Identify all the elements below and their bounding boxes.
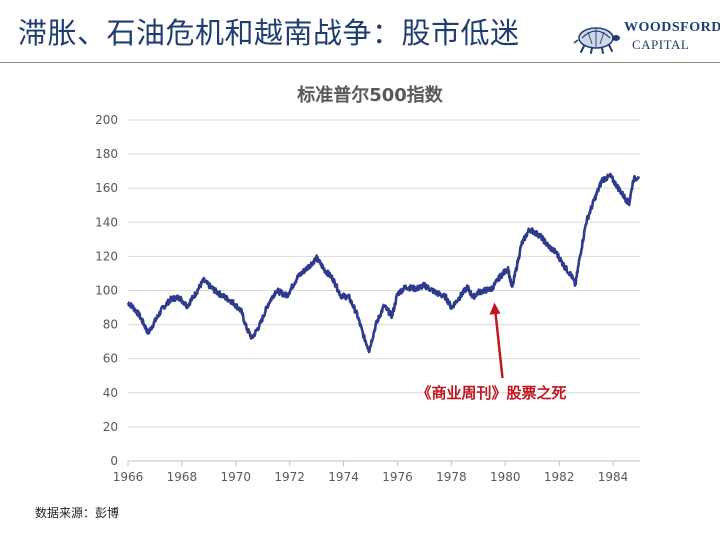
turtle-logo-icon — [573, 27, 620, 54]
y-tick-label: 120 — [95, 249, 118, 263]
logo-text-line2: CAPITAL — [632, 37, 690, 52]
x-tick-label: 1982 — [544, 470, 575, 484]
series-layer — [127, 172, 640, 354]
annotation: 《商业周刊》股票之死 — [416, 302, 566, 402]
y-tick-label: 160 — [95, 181, 118, 195]
y-tick-label: 60 — [103, 352, 118, 366]
axes: 0 20 40 60 80 100 120 140 160 180 200 1966 1968 1970 1… — [95, 113, 628, 484]
x-tick-label: 1966 — [113, 470, 144, 484]
header-divider — [0, 62, 720, 63]
x-tick-label: 1974 — [328, 470, 359, 484]
x-tick-label: 1978 — [436, 470, 467, 484]
y-tick-label: 200 — [95, 113, 118, 127]
y-tick-label: 40 — [103, 386, 118, 400]
series-line — [127, 172, 640, 354]
logo-text-line1: WOODSFORD — [624, 20, 720, 35]
slide-title: 滞胀、石油危机和越南战争：股市低迷 — [18, 16, 520, 50]
annotation-arrow-head — [489, 302, 501, 315]
chart-title: 标准普尔500指数 — [296, 84, 444, 106]
x-tick-label: 1984 — [598, 470, 629, 484]
annotation-label: 《商业周刊》股票之死 — [416, 384, 566, 402]
data-source-note: 数据来源：彭博 — [35, 506, 120, 520]
x-tick-label: 1968 — [167, 470, 198, 484]
x-tick-label: 1970 — [221, 470, 252, 484]
y-tick-label: 20 — [103, 420, 118, 434]
y-tick-label: 180 — [95, 147, 118, 161]
annotation-arrow-shaft — [494, 312, 504, 379]
y-tick-label: 100 — [95, 284, 118, 298]
gridlines — [128, 119, 640, 462]
x-tick-label: 1976 — [382, 470, 413, 484]
x-tick-label: 1980 — [490, 470, 521, 484]
company-logo: WOODSFORD CAPITAL — [572, 20, 720, 56]
x-tick-label: 1972 — [274, 470, 305, 484]
y-tick-label: 0 — [110, 454, 118, 468]
y-tick-label: 80 — [103, 318, 118, 332]
y-tick-label: 140 — [95, 215, 118, 229]
